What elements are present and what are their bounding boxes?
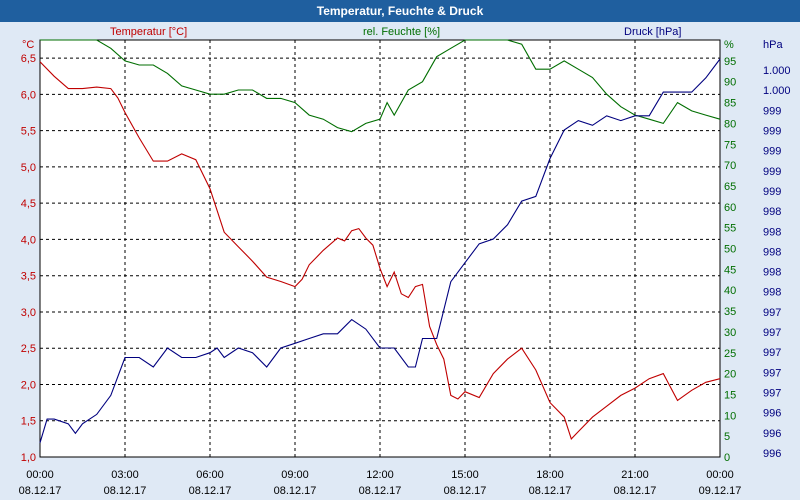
x-tick-date: 08.12.17 xyxy=(359,485,402,497)
pressure-unit-label: hPa xyxy=(763,39,783,51)
pressure-tick-label: 997 xyxy=(763,388,781,400)
humidity-tick-label: 25 xyxy=(724,348,736,360)
x-tick-time: 00:00 xyxy=(26,469,54,481)
humidity-unit-label: % xyxy=(724,39,734,51)
x-tick-time: 15:00 xyxy=(451,469,479,481)
humidity-tick-label: 0 xyxy=(724,452,730,464)
temp-tick-label: 6,5 xyxy=(21,53,36,65)
humidity-tick-label: 30 xyxy=(724,327,736,339)
plot-area xyxy=(40,40,720,457)
temp-tick-label: 1,0 xyxy=(21,452,36,464)
humidity-tick-label: 20 xyxy=(724,369,736,381)
pressure-tick-label: 997 xyxy=(763,327,781,339)
x-tick-date: 08.12.17 xyxy=(19,485,62,497)
humidity-tick-label: 70 xyxy=(724,160,736,172)
temp-unit-label: °C xyxy=(22,39,34,51)
humidity-tick-label: 60 xyxy=(724,202,736,214)
window-title: Temperatur, Feuchte & Druck xyxy=(0,0,800,22)
humidity-tick-label: 15 xyxy=(724,389,736,401)
temp-tick-label: 3,0 xyxy=(21,307,36,319)
humidity-tick-label: 80 xyxy=(724,118,736,130)
x-tick-date: 08.12.17 xyxy=(529,485,572,497)
pressure-tick-label: 999 xyxy=(763,125,781,137)
temperature-series-line xyxy=(39,61,721,440)
humidity-tick-label: 5 xyxy=(724,431,730,443)
humidity-tick-label: 50 xyxy=(724,244,736,256)
x-tick-time: 21:00 xyxy=(621,469,649,481)
x-tick-date: 08.12.17 xyxy=(274,485,317,497)
temp-tick-label: 5,0 xyxy=(21,162,36,174)
x-tick-date: 08.12.17 xyxy=(614,485,657,497)
pressure-tick-label: 999 xyxy=(763,186,781,198)
pressure-tick-label: 998 xyxy=(763,226,781,238)
pressure-axis-title: Druck [hPa] xyxy=(624,26,681,38)
pressure-tick-label: 996 xyxy=(763,408,781,420)
x-tick-date: 08.12.17 xyxy=(104,485,147,497)
pressure-tick-label: 1.000 xyxy=(763,85,791,97)
humidity-tick-label: 75 xyxy=(724,139,736,151)
pressure-series-line xyxy=(39,58,721,443)
humidity-tick-label: 35 xyxy=(724,306,736,318)
temp-tick-label: 2,0 xyxy=(21,379,36,391)
humidity-axis-title: rel. Feuchte [%] xyxy=(363,26,440,38)
humidity-tick-label: 45 xyxy=(724,264,736,276)
temp-tick-label: 4,0 xyxy=(21,234,36,246)
x-tick-time: 03:00 xyxy=(111,469,139,481)
temp-tick-label: 2,5 xyxy=(21,343,36,355)
plot-border xyxy=(39,39,721,458)
pressure-tick-label: 996 xyxy=(763,428,781,440)
x-tick-date: 08.12.17 xyxy=(444,485,487,497)
pressure-tick-label: 997 xyxy=(763,307,781,319)
humidity-tick-label: 90 xyxy=(724,77,736,89)
pressure-tick-label: 998 xyxy=(763,206,781,218)
humidity-tick-label: 65 xyxy=(724,181,736,193)
x-tick-time: 09:00 xyxy=(281,469,309,481)
x-tick-time: 12:00 xyxy=(366,469,394,481)
pressure-tick-label: 999 xyxy=(763,166,781,178)
humidity-series-line xyxy=(40,39,721,133)
pressure-tick-label: 998 xyxy=(763,287,781,299)
humidity-tick-label: 85 xyxy=(724,98,736,110)
humidity-tick-label: 40 xyxy=(724,285,736,297)
pressure-tick-label: 1.000 xyxy=(763,65,791,77)
pressure-tick-label: 998 xyxy=(763,246,781,258)
pressure-tick-label: 997 xyxy=(763,367,781,379)
pressure-tick-label: 996 xyxy=(763,448,781,460)
x-tick-time: 00:00 xyxy=(706,469,734,481)
humidity-tick-label: 95 xyxy=(724,56,736,68)
pressure-tick-label: 998 xyxy=(763,267,781,279)
x-tick-time: 18:00 xyxy=(536,469,564,481)
pressure-tick-label: 999 xyxy=(763,146,781,158)
pressure-tick-label: 999 xyxy=(763,105,781,117)
temp-tick-label: 5,5 xyxy=(21,126,36,138)
temp-tick-label: 3,5 xyxy=(21,271,36,283)
x-tick-date: 09.12.17 xyxy=(699,485,742,497)
x-tick-time: 06:00 xyxy=(196,469,224,481)
temp-tick-label: 1,5 xyxy=(21,416,36,428)
humidity-tick-label: 55 xyxy=(724,223,736,235)
temp-tick-label: 6,0 xyxy=(21,89,36,101)
pressure-tick-label: 997 xyxy=(763,347,781,359)
temp-tick-label: 4,5 xyxy=(21,198,36,210)
humidity-tick-label: 10 xyxy=(724,410,736,422)
x-tick-date: 08.12.17 xyxy=(189,485,232,497)
temp-axis-title: Temperatur [°C] xyxy=(110,26,187,38)
